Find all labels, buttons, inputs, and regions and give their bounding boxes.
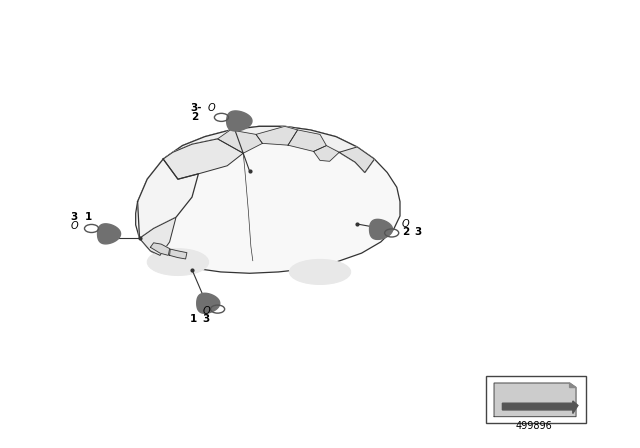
Text: 3: 3 [202,314,209,324]
Text: 1: 1 [189,314,196,324]
Text: 3: 3 [70,212,77,222]
Ellipse shape [147,249,209,276]
Ellipse shape [289,259,351,284]
Text: 3-: 3- [191,103,202,113]
Polygon shape [494,383,576,417]
Text: 3: 3 [415,227,422,237]
Polygon shape [170,249,187,259]
Polygon shape [97,224,120,244]
Polygon shape [502,401,578,414]
Polygon shape [140,217,176,255]
Polygon shape [570,383,576,388]
Polygon shape [218,130,262,153]
Polygon shape [369,220,392,239]
Polygon shape [196,293,220,313]
Polygon shape [136,126,400,273]
Polygon shape [163,126,374,172]
Text: O: O [402,219,410,229]
Polygon shape [150,243,170,255]
Text: O: O [202,306,210,316]
Polygon shape [339,147,374,172]
Polygon shape [288,130,326,151]
Polygon shape [314,146,339,161]
Polygon shape [256,126,298,145]
Text: 2: 2 [191,112,198,122]
Text: 2: 2 [402,227,409,237]
Polygon shape [138,159,198,238]
Polygon shape [227,111,252,131]
Text: 1: 1 [84,212,92,222]
Polygon shape [163,139,243,179]
Text: O: O [70,221,78,231]
Text: 499896: 499896 [516,421,553,431]
Text: O: O [208,103,216,113]
FancyBboxPatch shape [486,376,586,423]
